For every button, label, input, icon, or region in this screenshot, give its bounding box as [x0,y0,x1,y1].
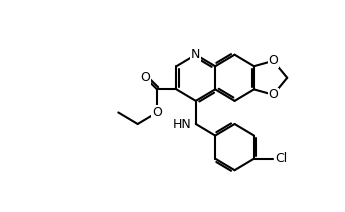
Text: HN: HN [173,117,192,131]
Text: O: O [268,54,278,67]
Text: N: N [191,48,200,61]
Text: O: O [152,106,162,119]
Text: O: O [140,71,150,84]
Text: Cl: Cl [276,152,288,165]
Text: O: O [268,88,278,101]
